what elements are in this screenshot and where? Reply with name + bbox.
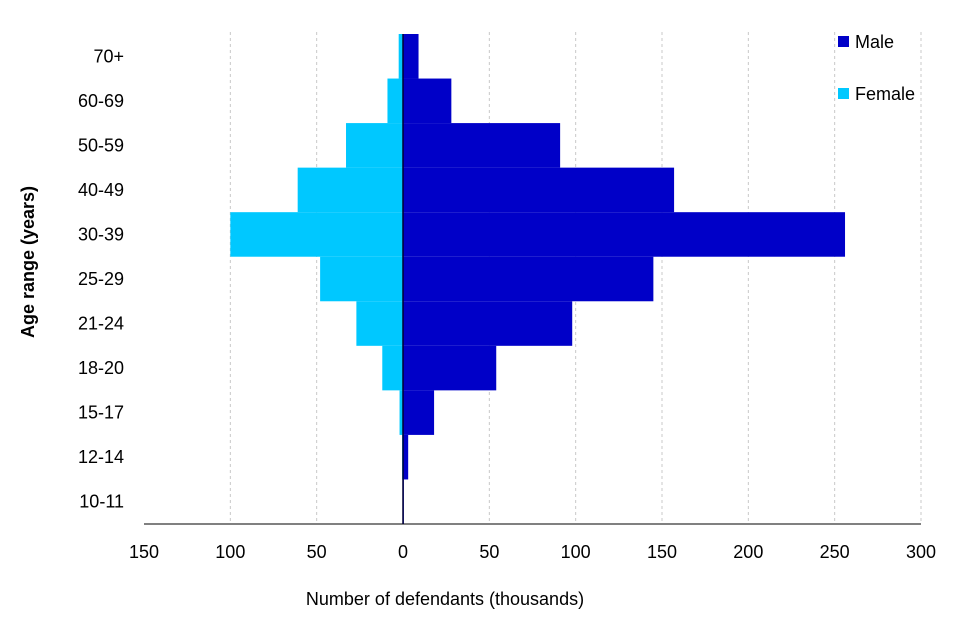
y-category-label-12-14: 12-14 bbox=[78, 447, 124, 467]
bar-male-12-14 bbox=[403, 434, 409, 480]
x-axis-title: Number of defendants (thousands) bbox=[306, 589, 584, 609]
x-tick-label-2: 50 bbox=[307, 542, 327, 562]
legend-label-male: Male bbox=[855, 32, 894, 52]
bar-male-70+ bbox=[403, 34, 419, 79]
bar-male-60-69 bbox=[403, 78, 452, 124]
bar-female-70+ bbox=[398, 34, 403, 79]
y-category-label-25-29: 25-29 bbox=[78, 269, 124, 289]
bar-female-25-29 bbox=[320, 256, 403, 302]
bar-male-50-59 bbox=[403, 123, 561, 168]
y-category-label-10-11: 10-11 bbox=[79, 492, 124, 512]
bar-female-15-17 bbox=[399, 390, 403, 435]
x-axis bbox=[144, 34, 921, 525]
x-tick-label-9: 300 bbox=[906, 542, 936, 562]
bar-female-21-24 bbox=[356, 301, 403, 346]
bar-female-50-59 bbox=[346, 123, 403, 168]
x-tick-label-7: 200 bbox=[733, 542, 763, 562]
y-category-label-60-69: 60-69 bbox=[78, 91, 124, 111]
bar-male-18-20 bbox=[403, 345, 497, 391]
bar-male-40-49 bbox=[403, 167, 675, 213]
legend-swatch-male bbox=[838, 36, 849, 47]
x-tick-label-3: 0 bbox=[398, 542, 408, 562]
bars bbox=[230, 34, 846, 524]
bar-female-40-49 bbox=[297, 167, 403, 213]
bar-male-15-17 bbox=[403, 390, 435, 435]
x-tick-label-0: 150 bbox=[129, 542, 159, 562]
x-tick-label-6: 150 bbox=[647, 542, 677, 562]
y-category-label-21-24: 21-24 bbox=[78, 314, 124, 334]
y-category-label-15-17: 15-17 bbox=[78, 403, 124, 423]
legend: Male Female bbox=[838, 32, 915, 104]
x-tick-label-5: 100 bbox=[561, 542, 591, 562]
bar-female-60-69 bbox=[387, 78, 403, 124]
bar-female-30-39 bbox=[230, 212, 403, 257]
y-category-label-70+: 70+ bbox=[93, 46, 124, 66]
bar-male-25-29 bbox=[403, 256, 654, 302]
legend-swatch-female bbox=[838, 88, 849, 99]
x-tick-label-8: 250 bbox=[820, 542, 850, 562]
y-category-label-40-49: 40-49 bbox=[78, 180, 124, 200]
x-tick-label-1: 100 bbox=[215, 542, 245, 562]
y-axis-title: Age range (years) bbox=[18, 186, 38, 338]
x-tick-label-4: 50 bbox=[479, 542, 499, 562]
bar-female-18-20 bbox=[382, 345, 403, 391]
bar-male-30-39 bbox=[403, 212, 846, 257]
y-category-labels: 10-11 12-14 15-17 18-20 21-24 25-29 30-39 40-49… bbox=[78, 46, 124, 511]
y-category-label-50-59: 50-59 bbox=[78, 135, 124, 155]
y-category-label-18-20: 18-20 bbox=[78, 358, 124, 378]
bar-male-21-24 bbox=[403, 301, 573, 346]
legend-label-female: Female bbox=[855, 84, 915, 104]
x-tick-labels: 150 100 50 0 50 100 150 200 250 300 bbox=[129, 542, 936, 562]
y-category-label-30-39: 30-39 bbox=[78, 224, 124, 244]
